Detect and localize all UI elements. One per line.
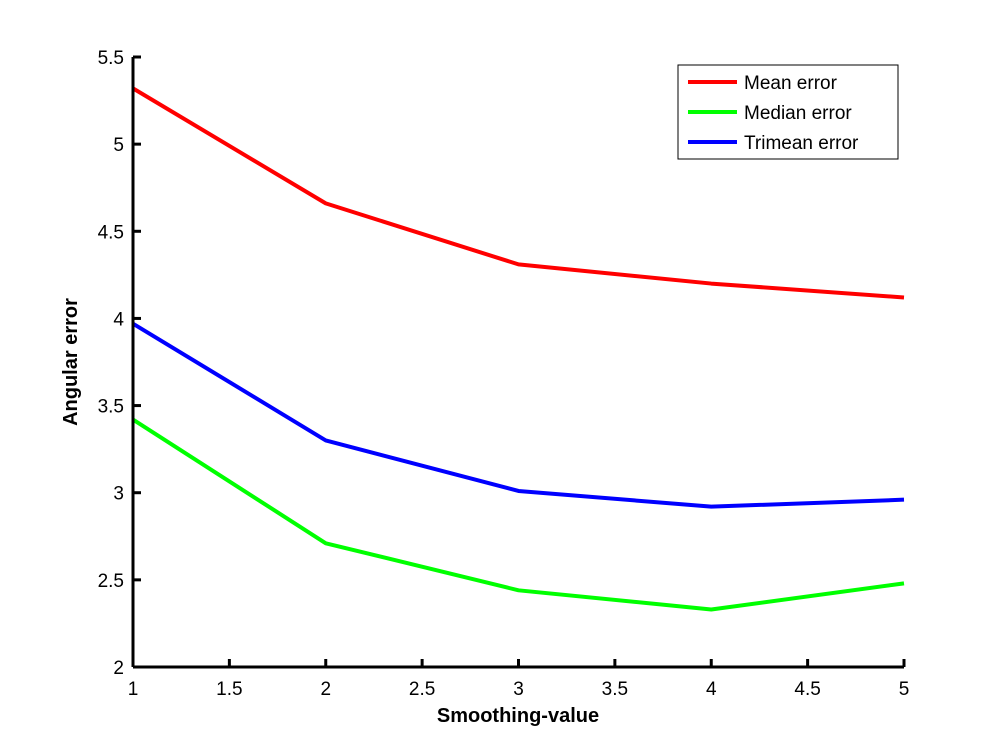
x-tick-label: 1.5 [216, 679, 242, 700]
legend-label-1: Mean error [744, 73, 838, 94]
legend: Mean error Median error Trimean error [677, 64, 899, 160]
y-axis-title: Angular error [60, 298, 82, 426]
x-tick-label: 2 [320, 679, 331, 700]
y-tick-label: 3.5 [98, 397, 124, 418]
x-tick-label: 3 [513, 679, 524, 700]
x-tick-label: 1 [128, 679, 139, 700]
series-layer [131, 86, 905, 612]
x-tick-label: 2.5 [409, 679, 435, 700]
series-line-1 [131, 86, 905, 300]
y-tick-label: 4 [113, 309, 124, 330]
x-axis-title: Smoothing-value [437, 705, 599, 727]
x-tick-label: 3.5 [602, 679, 628, 700]
series-line-2 [131, 417, 905, 612]
ticks-layer: 1 1.5 2 2.5 3 3.5 4 4.5 5 2 2.5 3 3.5 4 4.5 5 5.5 [98, 48, 910, 700]
series-line-3 [131, 321, 905, 509]
y-tick-label: 4.5 [98, 222, 124, 243]
y-tick-label: 5 [113, 135, 124, 156]
y-tick-label: 2 [113, 658, 124, 679]
y-tick-label: 5.5 [98, 48, 124, 69]
legend-label-2: Median error [744, 103, 852, 124]
x-tick-label: 5 [899, 679, 910, 700]
x-tick-label: 4.5 [794, 679, 820, 700]
y-tick-label: 3 [113, 484, 124, 505]
x-tick-label: 4 [706, 679, 717, 700]
legend-label-3: Trimean error [744, 133, 859, 154]
y-tick-label: 2.5 [98, 571, 124, 592]
